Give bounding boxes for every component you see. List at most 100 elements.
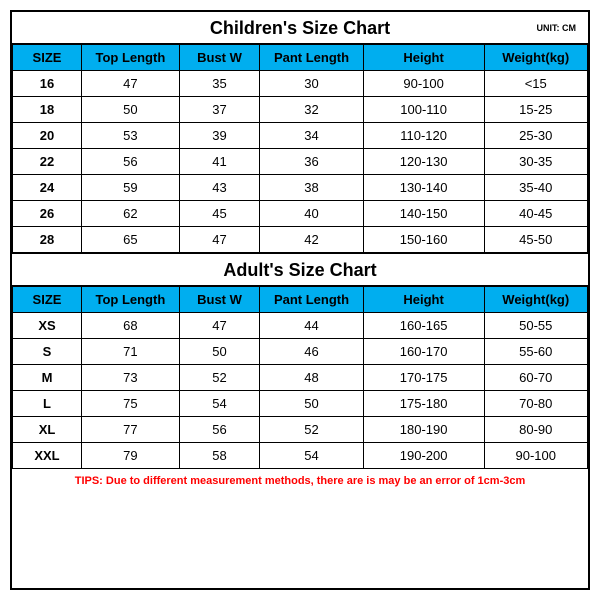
outer-border: Children's Size Chart UNIT: CM SIZE Top … — [10, 10, 590, 590]
table-cell: 36 — [260, 149, 364, 175]
col-bust-w: Bust W — [179, 287, 260, 313]
children-title: Children's Size Chart — [210, 18, 390, 39]
table-row: M735248170-17560-70 — [13, 365, 588, 391]
children-title-row: Children's Size Chart UNIT: CM — [12, 12, 588, 44]
table-cell: 47 — [82, 71, 180, 97]
table-cell: 79 — [82, 443, 180, 469]
table-cell: S — [13, 339, 82, 365]
table-cell: 100-110 — [363, 97, 484, 123]
table-cell: 35-40 — [484, 175, 588, 201]
table-row: XL775652180-19080-90 — [13, 417, 588, 443]
table-cell: 43 — [179, 175, 260, 201]
table-cell: 50-55 — [484, 313, 588, 339]
table-cell: 54 — [179, 391, 260, 417]
table-cell: 25-30 — [484, 123, 588, 149]
table-cell: 18 — [13, 97, 82, 123]
table-row: XXL795854190-20090-100 — [13, 443, 588, 469]
col-pant-length: Pant Length — [260, 287, 364, 313]
table-cell: 45 — [179, 201, 260, 227]
adult-table: SIZE Top Length Bust W Pant Length Heigh… — [12, 286, 588, 469]
table-cell: 47 — [179, 227, 260, 253]
col-bust-w: Bust W — [179, 45, 260, 71]
table-cell: 80-90 — [484, 417, 588, 443]
col-weight: Weight(kg) — [484, 45, 588, 71]
table-cell: 62 — [82, 201, 180, 227]
table-cell: 56 — [179, 417, 260, 443]
table-cell: 26 — [13, 201, 82, 227]
table-cell: 60-70 — [484, 365, 588, 391]
tips-text: TIPS: Due to different measurement metho… — [12, 469, 588, 491]
table-cell: 30 — [260, 71, 364, 97]
table-row: L755450175-18070-80 — [13, 391, 588, 417]
table-cell: 170-175 — [363, 365, 484, 391]
adult-header-row: SIZE Top Length Bust W Pant Length Heigh… — [13, 287, 588, 313]
table-cell: 130-140 — [363, 175, 484, 201]
col-size: SIZE — [13, 287, 82, 313]
table-cell: 175-180 — [363, 391, 484, 417]
table-cell: 120-130 — [363, 149, 484, 175]
table-cell: 52 — [179, 365, 260, 391]
table-cell: 15-25 — [484, 97, 588, 123]
col-top-length: Top Length — [82, 45, 180, 71]
adult-title: Adult's Size Chart — [223, 260, 376, 281]
table-cell: XL — [13, 417, 82, 443]
table-cell: 47 — [179, 313, 260, 339]
col-height: Height — [363, 287, 484, 313]
table-row: 18503732100-11015-25 — [13, 97, 588, 123]
table-cell: 150-160 — [363, 227, 484, 253]
table-cell: 45-50 — [484, 227, 588, 253]
table-cell: 40-45 — [484, 201, 588, 227]
table-cell: 65 — [82, 227, 180, 253]
table-cell: 28 — [13, 227, 82, 253]
table-cell: 73 — [82, 365, 180, 391]
table-cell: 20 — [13, 123, 82, 149]
table-cell: 180-190 — [363, 417, 484, 443]
table-row: 28654742150-16045-50 — [13, 227, 588, 253]
table-row: 20533934110-12025-30 — [13, 123, 588, 149]
col-size: SIZE — [13, 45, 82, 71]
table-row: 1647353090-100<15 — [13, 71, 588, 97]
table-cell: 68 — [82, 313, 180, 339]
col-pant-length: Pant Length — [260, 45, 364, 71]
table-cell: 24 — [13, 175, 82, 201]
unit-label: UNIT: CM — [537, 23, 577, 33]
table-row: 24594338130-14035-40 — [13, 175, 588, 201]
table-cell: 35 — [179, 71, 260, 97]
table-cell: 54 — [260, 443, 364, 469]
table-cell: 44 — [260, 313, 364, 339]
table-cell: 50 — [82, 97, 180, 123]
table-cell: 160-170 — [363, 339, 484, 365]
table-row: XS684744160-16550-55 — [13, 313, 588, 339]
table-cell: 46 — [260, 339, 364, 365]
table-cell: 160-165 — [363, 313, 484, 339]
table-cell: 38 — [260, 175, 364, 201]
children-table: SIZE Top Length Bust W Pant Length Heigh… — [12, 44, 588, 253]
table-row: 26624540140-15040-45 — [13, 201, 588, 227]
table-cell: 70-80 — [484, 391, 588, 417]
table-cell: 48 — [260, 365, 364, 391]
size-chart-wrapper: Children's Size Chart UNIT: CM SIZE Top … — [0, 0, 600, 600]
table-cell: 55-60 — [484, 339, 588, 365]
table-cell: 53 — [82, 123, 180, 149]
table-cell: 90-100 — [484, 443, 588, 469]
table-cell: 50 — [179, 339, 260, 365]
col-weight: Weight(kg) — [484, 287, 588, 313]
table-cell: 39 — [179, 123, 260, 149]
col-top-length: Top Length — [82, 287, 180, 313]
table-cell: 37 — [179, 97, 260, 123]
table-cell: 140-150 — [363, 201, 484, 227]
table-cell: 30-35 — [484, 149, 588, 175]
table-cell: 22 — [13, 149, 82, 175]
table-cell: 75 — [82, 391, 180, 417]
adult-title-row: Adult's Size Chart — [12, 253, 588, 286]
table-cell: 34 — [260, 123, 364, 149]
table-cell: 52 — [260, 417, 364, 443]
table-cell: 110-120 — [363, 123, 484, 149]
table-cell: XS — [13, 313, 82, 339]
table-row: 22564136120-13030-35 — [13, 149, 588, 175]
table-cell: 32 — [260, 97, 364, 123]
table-cell: 90-100 — [363, 71, 484, 97]
adult-tbody: XS684744160-16550-55S715046160-17055-60M… — [13, 313, 588, 469]
table-cell: M — [13, 365, 82, 391]
table-cell: 59 — [82, 175, 180, 201]
